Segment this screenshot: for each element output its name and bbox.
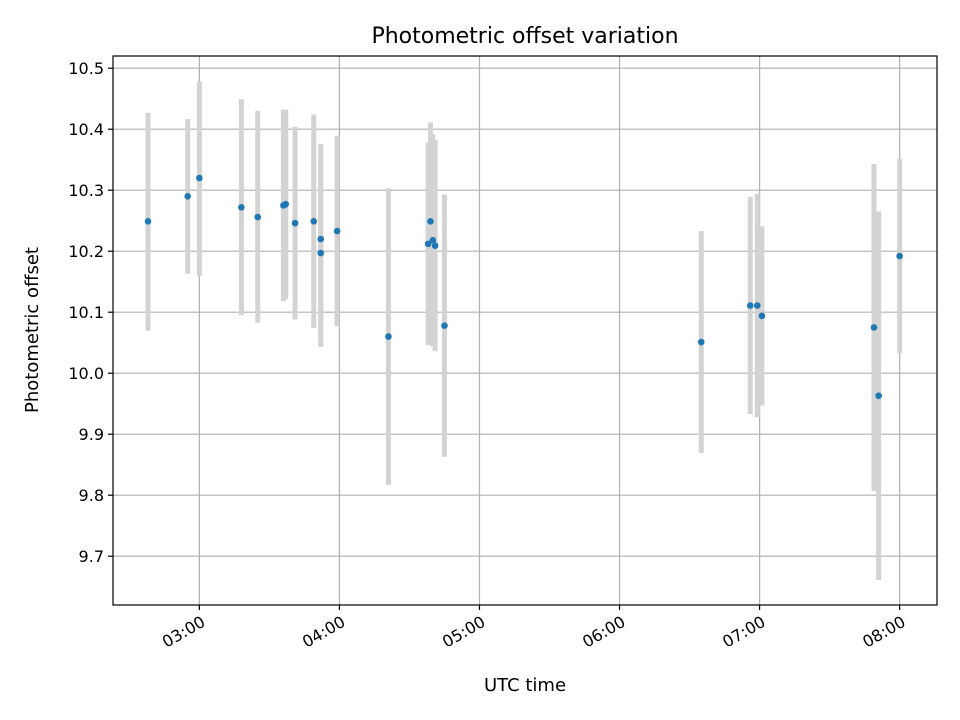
- y-axis-label: Photometric offset: [22, 247, 43, 413]
- data-point: [427, 218, 434, 225]
- data-points: [144, 174, 903, 400]
- y-tick-label: 10.2: [68, 242, 104, 261]
- data-point: [310, 218, 318, 225]
- data-point: [870, 324, 878, 331]
- data-point: [238, 203, 245, 211]
- data-point: [753, 302, 761, 309]
- y-tick-label: 9.9: [79, 425, 104, 444]
- data-point: [429, 236, 437, 244]
- data-point: [697, 338, 705, 346]
- data-point: [896, 252, 903, 260]
- y-tick-label: 10.0: [68, 364, 104, 383]
- data-point: [875, 392, 882, 400]
- data-point: [424, 240, 432, 248]
- data-point: [317, 249, 325, 257]
- data-point: [746, 302, 754, 309]
- data-point: [758, 312, 766, 320]
- data-point: [184, 193, 191, 200]
- y-tick-label: 10.4: [68, 120, 104, 139]
- y-tick-label: 10.3: [68, 181, 104, 200]
- data-point: [254, 213, 262, 221]
- plot-frame: [112, 55, 938, 606]
- data-point: [282, 200, 290, 208]
- data-point: [441, 322, 448, 329]
- y-tick-label: 9.8: [79, 486, 104, 505]
- data-point: [196, 174, 203, 182]
- y-tick-label: 10.1: [68, 303, 104, 322]
- chart-title: Photometric offset variation: [371, 24, 678, 49]
- data-point: [144, 218, 152, 225]
- data-point: [385, 333, 392, 340]
- x-axis-label: UTC time: [484, 675, 566, 696]
- y-tick-label: 10.5: [68, 59, 104, 78]
- data-point: [333, 227, 341, 235]
- data-point: [317, 235, 325, 243]
- data-point: [431, 242, 439, 250]
- y-tick-label: 9.7: [79, 547, 104, 566]
- data-point: [291, 219, 299, 227]
